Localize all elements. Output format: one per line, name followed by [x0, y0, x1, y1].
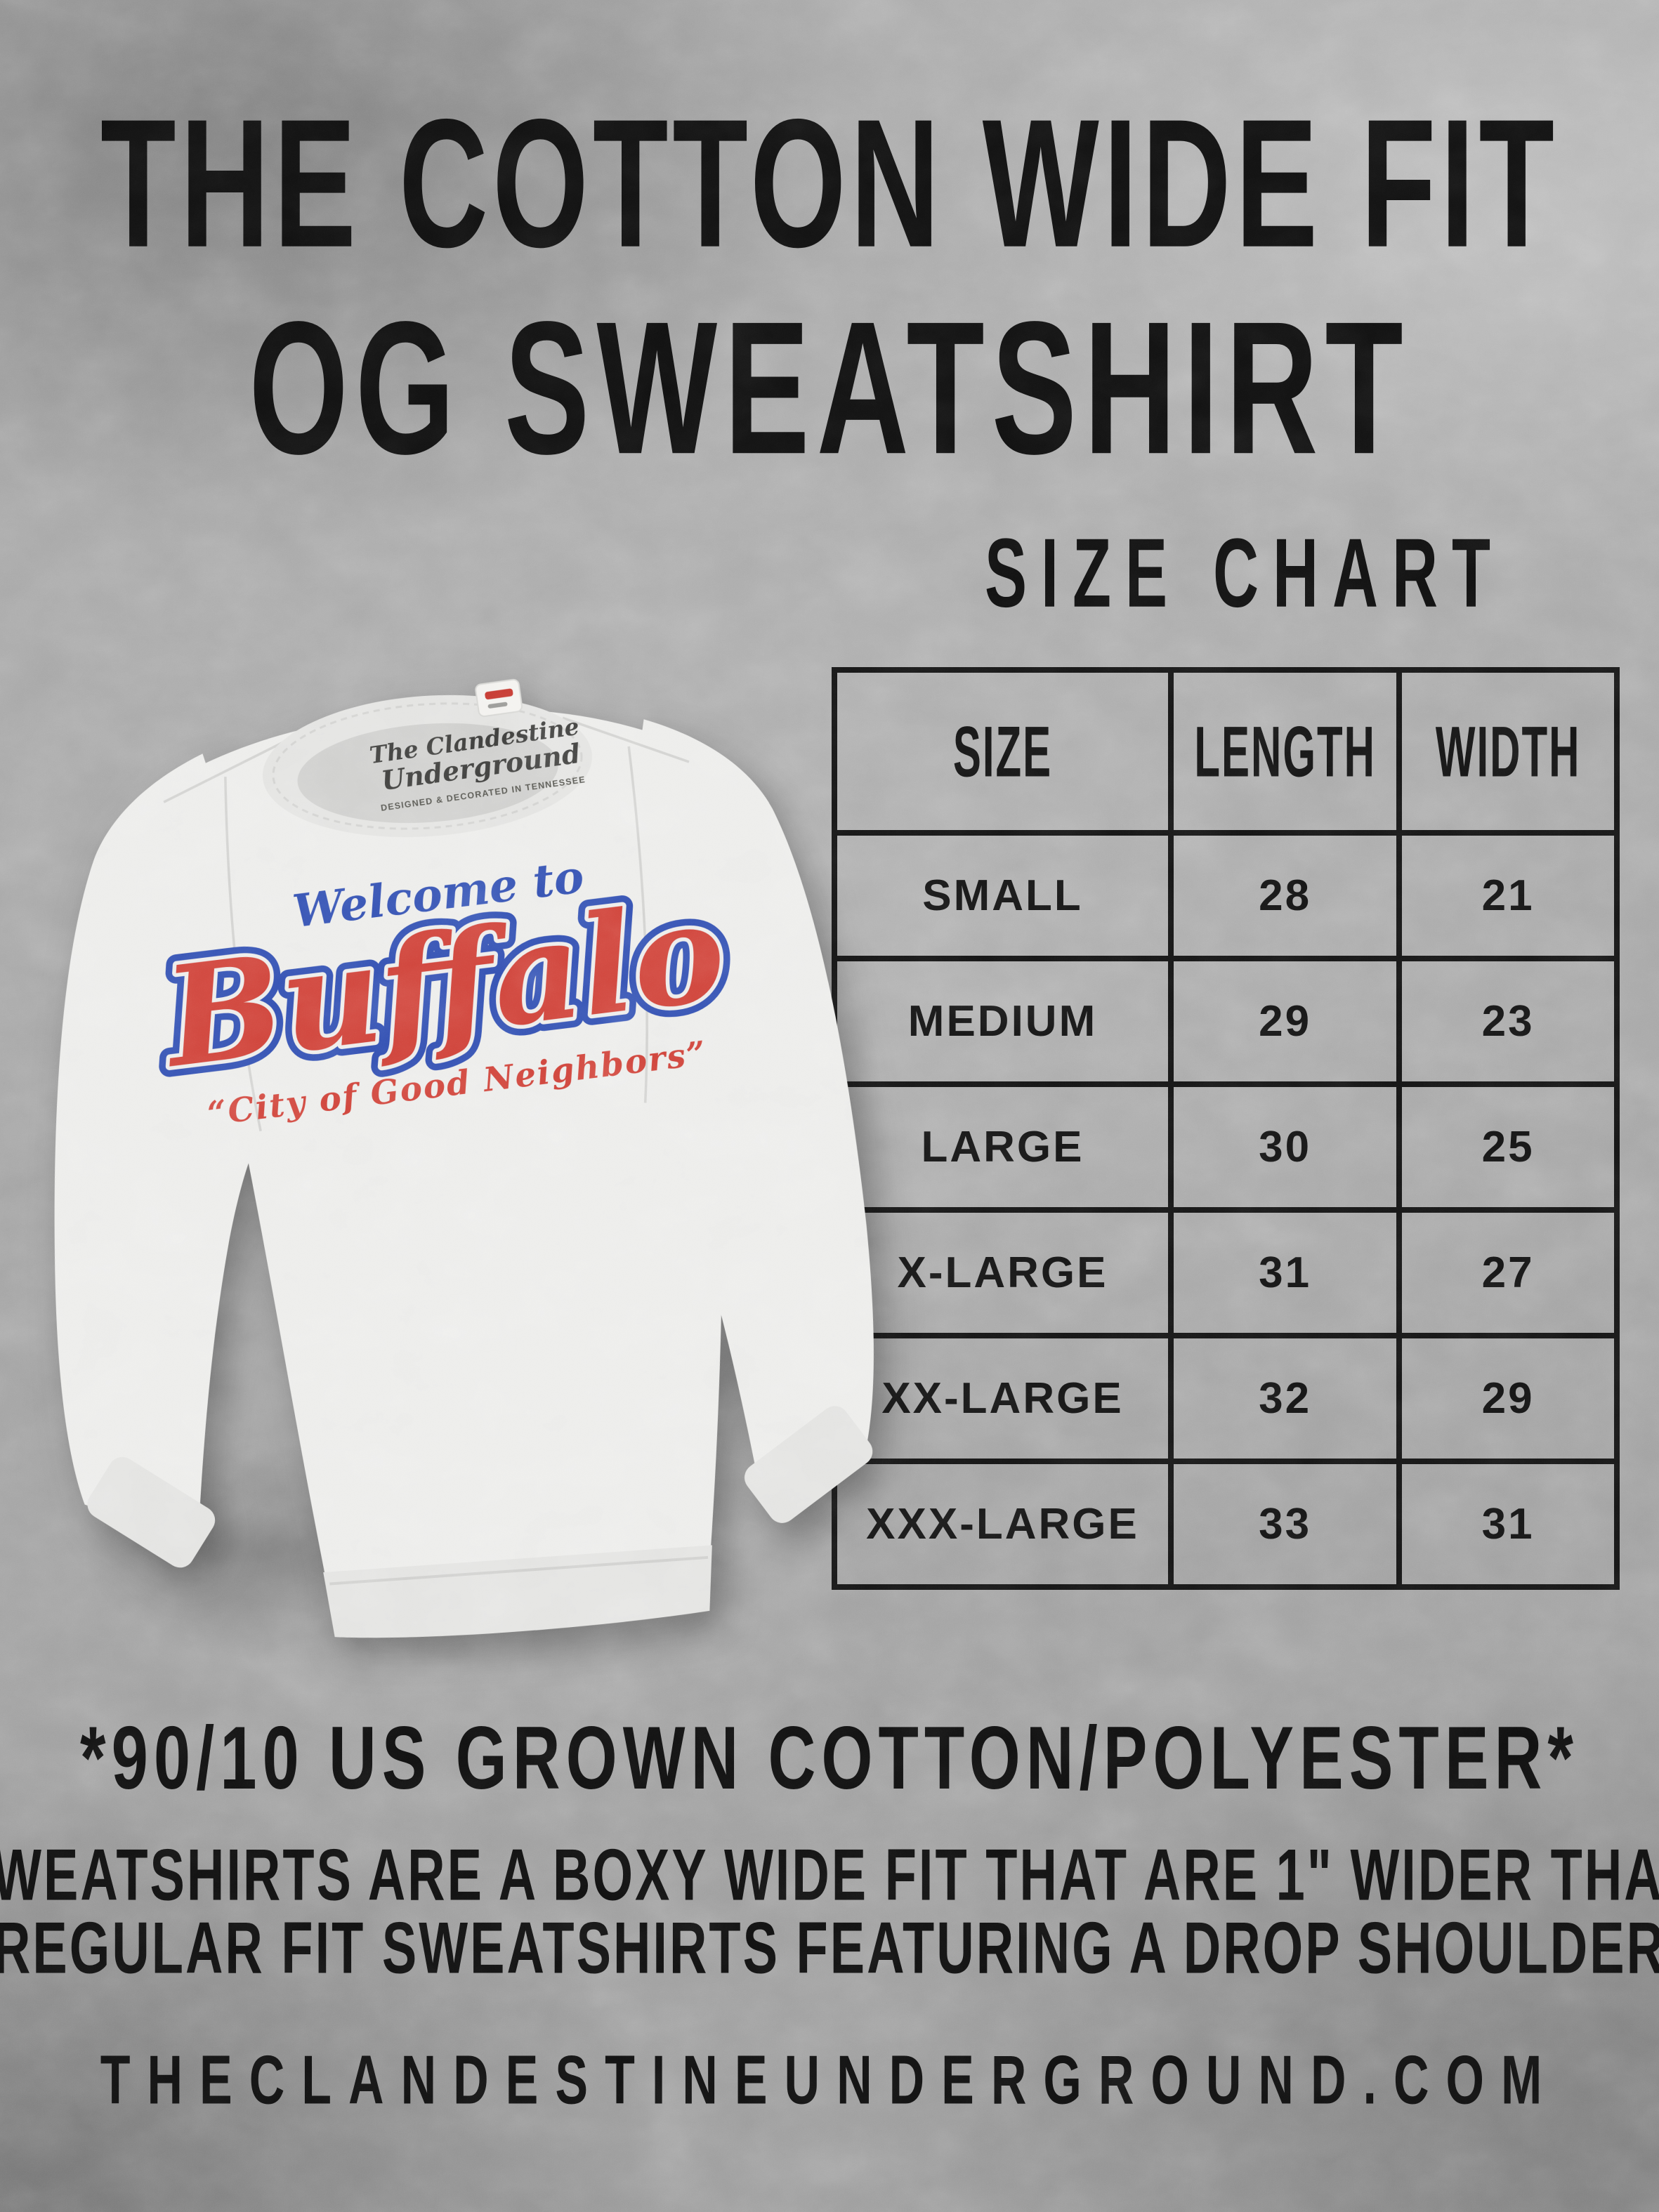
- page-title-line1: THE COTTON WIDE FIT: [100, 81, 1559, 287]
- table-row: SMALL 28 21: [831, 830, 1620, 961]
- table-row: X-LARGE 31 27: [831, 1207, 1620, 1338]
- length-cell: 29: [1168, 956, 1403, 1087]
- table-row: MEDIUM 29 23: [831, 956, 1620, 1087]
- width-cell: 31: [1396, 1459, 1620, 1590]
- width-cell: 21: [1396, 830, 1620, 961]
- column-header-size: SIZE: [831, 667, 1174, 836]
- material-note: *90/10 US GROWN COTTON/POLYESTER*: [80, 1708, 1579, 1808]
- width-cell: 25: [1396, 1081, 1620, 1213]
- length-cell: 33: [1168, 1459, 1403, 1590]
- fit-note-line2: REGULAR FIT SWEATSHIRTS FEATURING A DROP…: [0, 1907, 1659, 1989]
- size-cell: SMALL: [831, 830, 1174, 961]
- size-chart-table: SIZE LENGTH WIDTH SMALL 28 21 MEDIUM 29 …: [831, 667, 1620, 1590]
- sweatshirt-photo: The Clandestine Underground DESIGNED & D…: [54, 678, 874, 1638]
- size-chart-heading: SIZE CHART: [985, 519, 1504, 628]
- table-row: XX-LARGE 32 29: [831, 1333, 1620, 1464]
- website-url: THECLANDESTINEUNDERGROUND.COM: [100, 2041, 1559, 2119]
- width-cell: 27: [1396, 1207, 1620, 1338]
- fit-note-line1: SWEATSHIRTS ARE A BOXY WIDE FIT THAT ARE…: [0, 1834, 1659, 1916]
- length-cell: 31: [1168, 1207, 1403, 1338]
- length-cell: 30: [1168, 1081, 1403, 1213]
- column-header-length: LENGTH: [1168, 667, 1403, 836]
- length-cell: 32: [1168, 1333, 1403, 1464]
- page-title-line2: OG SWEATSHIRT: [249, 282, 1410, 494]
- column-header-width: WIDTH: [1396, 667, 1620, 836]
- width-cell: 23: [1396, 956, 1620, 1087]
- width-cell: 29: [1396, 1333, 1620, 1464]
- length-cell: 28: [1168, 830, 1403, 961]
- table-row: XXX-LARGE 33 31: [831, 1459, 1620, 1590]
- header-row: SIZE LENGTH WIDTH: [831, 667, 1620, 836]
- table-row: LARGE 30 25: [831, 1081, 1620, 1213]
